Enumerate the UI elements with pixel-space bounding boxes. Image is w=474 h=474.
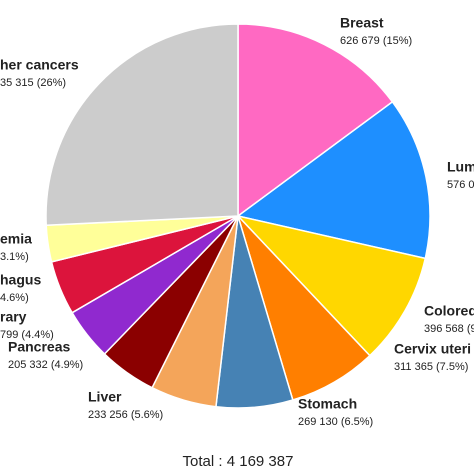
slice-value-label: 269 130 (6.5%) — [298, 416, 373, 428]
slice-value-label: 4.6%) — [0, 292, 29, 304]
slice-value-label: 576 0 — [447, 179, 474, 191]
slice-name: Stomach — [298, 396, 357, 412]
slice-name: Lum — [447, 159, 474, 175]
pie-slice — [236, 100, 431, 260]
slice-name: hagus — [0, 272, 41, 288]
slice-value-label: 799 (4.4%) — [0, 329, 54, 341]
slice-name: her cancers — [0, 57, 79, 73]
slice-value-label: 205 332 (4.9%) — [8, 359, 83, 371]
slice-name: Pancreas — [8, 339, 70, 355]
slice-value-label: 311 365 (7.5%) — [394, 361, 468, 373]
slice-value-label: 626 679 (15%) — [340, 35, 412, 47]
slice-name: Cervix uteri — [394, 341, 471, 357]
total-label: Total : 4 169 387 — [183, 453, 294, 470]
slice-value-label: 3.1%) — [0, 251, 29, 263]
slice-value-label: 233 256 (5.6%) — [88, 409, 163, 421]
slice-name: Liver — [88, 389, 122, 405]
pie-slice — [45, 23, 239, 227]
slice-value-label: 396 568 (9 — [424, 323, 474, 335]
slice-name: emia — [0, 231, 32, 247]
slice-name: Colored — [424, 303, 474, 319]
pie-slice — [235, 214, 427, 357]
slice-name: rary — [0, 309, 27, 325]
slice-value-label: 35 315 (26%) — [0, 77, 66, 89]
pie-slice — [237, 23, 394, 218]
slice-name: Breast — [340, 15, 384, 31]
